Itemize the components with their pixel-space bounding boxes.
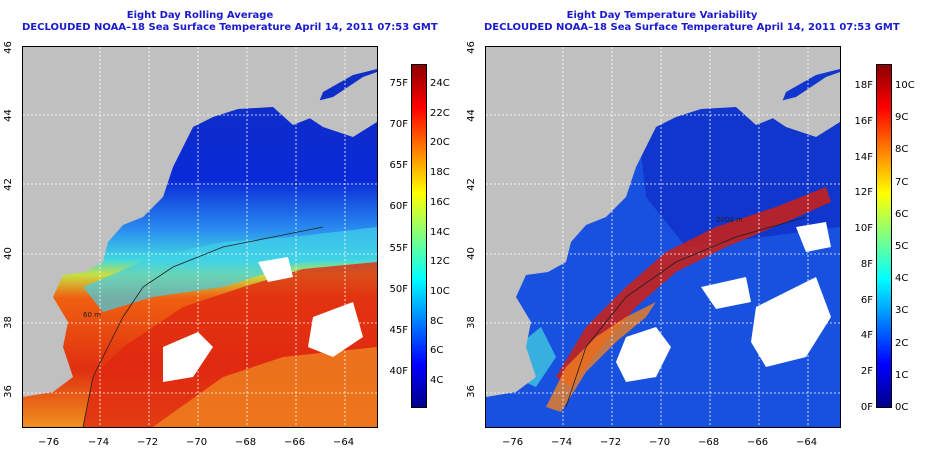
panel1-ytick-44: 44	[2, 109, 14, 122]
panel1-title: Eight Day Rolling Average	[126, 10, 274, 21]
cloud-gap-b	[751, 277, 831, 367]
panel2-xtick-66: −66	[747, 437, 769, 448]
panel2-ytick-40: 40	[465, 247, 477, 260]
cloud-gap-3	[258, 257, 293, 282]
panel1-ytick-40: 40	[2, 247, 14, 260]
panel1-colorbar-right-label: 14C	[430, 226, 450, 238]
slope-water-cyan	[83, 227, 377, 312]
panel2-ytick-44: 44	[465, 109, 477, 122]
nova-scotia-land	[293, 72, 377, 137]
panel2-colorbar-right-label: 8C	[895, 144, 909, 156]
panel2-colorbar-left-label: 12F	[854, 187, 873, 199]
panel1-xtick-64: −64	[333, 437, 355, 448]
contour-label-2000m: 2000 m	[716, 216, 743, 224]
panel1-sst-map: 60 m	[22, 46, 378, 428]
panel2-colorbar-left-label: 14F	[854, 151, 873, 163]
contour-label-60m: 60 m	[83, 311, 101, 319]
panel2-colorbar-left-label: 0F	[860, 402, 873, 413]
panel2-ytick-36: 36	[465, 385, 477, 398]
panel1-colorbar	[411, 64, 427, 408]
panel1-colorbar-right-label: 12C	[430, 256, 450, 268]
panel2-map-svg: 2000 m	[486, 47, 840, 427]
panel2-colorbar-left-label: 4F	[860, 330, 873, 342]
panel2-colorbar-right-label: 3C	[895, 305, 909, 317]
panel1-xtick-68: −68	[235, 437, 257, 448]
panel1-xtick-72: −72	[137, 437, 159, 448]
panel2-colorbar-right-label: 0C	[895, 402, 909, 413]
panel1-colorbar-left-label: 65F	[389, 160, 408, 172]
panel2-colorbar-left-label: 16F	[854, 115, 873, 127]
panel2-colorbar-right-label: 1C	[895, 369, 909, 381]
panel1-xtick-74: −74	[88, 437, 110, 448]
panel2-xtick-64: −64	[796, 437, 818, 448]
graticule-2	[486, 47, 840, 427]
panel1-xtick-70: −70	[186, 437, 208, 448]
panel2-ytick-38: 38	[465, 316, 477, 329]
panel1-colorbar-left-label: 55F	[389, 242, 408, 254]
panel2-xtick-74: −74	[551, 437, 573, 448]
southern-warm-water	[153, 347, 377, 427]
cloud-gap-d	[796, 222, 831, 252]
land-mass-2	[486, 47, 840, 397]
panel2-xtick-68: −68	[698, 437, 720, 448]
panel2-colorbar-right-label: 10C	[895, 80, 915, 91]
panel2-colorbar-right-label: 7C	[895, 176, 909, 188]
panel1-colorbar-right-label: 16C	[430, 196, 450, 208]
land-mass	[23, 47, 377, 397]
panel2-colorbar-left-label: 6F	[860, 294, 873, 306]
panel2-colorbar-right-label: 4C	[895, 273, 909, 285]
panel1-colorbar-right-label: 22C	[430, 107, 450, 119]
panel1-xtick-76: −76	[38, 437, 60, 448]
panel2-xtick-70: −70	[649, 437, 671, 448]
panel2-ytick-46: 46	[465, 41, 477, 54]
panel1-xtick-66: −66	[284, 437, 306, 448]
panel2-colorbar-right-label: 2C	[895, 337, 909, 349]
panel1-colorbar-left-label: 45F	[389, 324, 408, 336]
panel2-subtitle: DECLOUDED NOAA–18 Sea Surface Temperatur…	[484, 22, 900, 33]
panel2-colorbar-left-label: 10F	[854, 223, 873, 235]
panel2-title: Eight Day Temperature Variability	[566, 10, 758, 21]
panel1-ytick-36: 36	[2, 385, 14, 398]
panel2-colorbar	[876, 64, 892, 408]
panel1-colorbar-right-label: 18C	[430, 167, 450, 179]
graticule	[23, 47, 377, 427]
panel2-variability-map: 2000 m	[485, 46, 841, 428]
panel1-colorbar-right-label: 4C	[430, 375, 444, 386]
panel2-colorbar-left-label: 18F	[854, 80, 873, 91]
panel2-ytick-42: 42	[465, 178, 477, 191]
cloud-gap-2	[308, 302, 363, 357]
panel1-colorbar-right-label: 20C	[430, 137, 450, 149]
panel2-colorbar-left-label: 2F	[860, 366, 873, 378]
panel2-colorbar-left-label: 8F	[860, 258, 873, 270]
deep-contour-line	[565, 216, 807, 408]
panel2-xtick-76: −76	[502, 437, 524, 448]
panel2-xtick-72: −72	[600, 437, 622, 448]
panel2-colorbar-right-label: 9C	[895, 112, 909, 124]
panel1-colorbar-right-label: 10C	[430, 285, 450, 297]
nova-scotia-land-2	[756, 72, 840, 137]
cloud-gap-a	[616, 327, 671, 382]
cloud-gap-1	[163, 332, 213, 382]
panel1-subtitle: DECLOUDED NOAA–18 Sea Surface Temperatur…	[22, 22, 438, 33]
panel1-colorbar-right-label: 24C	[430, 78, 450, 89]
panel1-colorbar-left-label: 75F	[389, 78, 408, 89]
panel1-colorbar-right-label: 8C	[430, 315, 444, 327]
panel1-colorbar-right-label: 6C	[430, 345, 444, 357]
panel1-colorbar-left-label: 60F	[389, 201, 408, 213]
panel1-colorbar-left-label: 40F	[389, 366, 408, 377]
panel2-colorbar-right-label: 6C	[895, 208, 909, 220]
cloud-gap-c	[701, 277, 751, 309]
panel2-colorbar-right-label: 5C	[895, 241, 909, 252]
panel1-ytick-42: 42	[2, 178, 14, 191]
panel1-colorbar-left-label: 70F	[389, 119, 408, 131]
panel1-colorbar-left-label: 50F	[389, 283, 408, 295]
panel1-ytick-38: 38	[2, 316, 14, 329]
panel1-ytick-46: 46	[2, 41, 14, 54]
shelf-contour-line	[82, 226, 324, 427]
panel1-map-svg: 60 m	[23, 47, 377, 427]
